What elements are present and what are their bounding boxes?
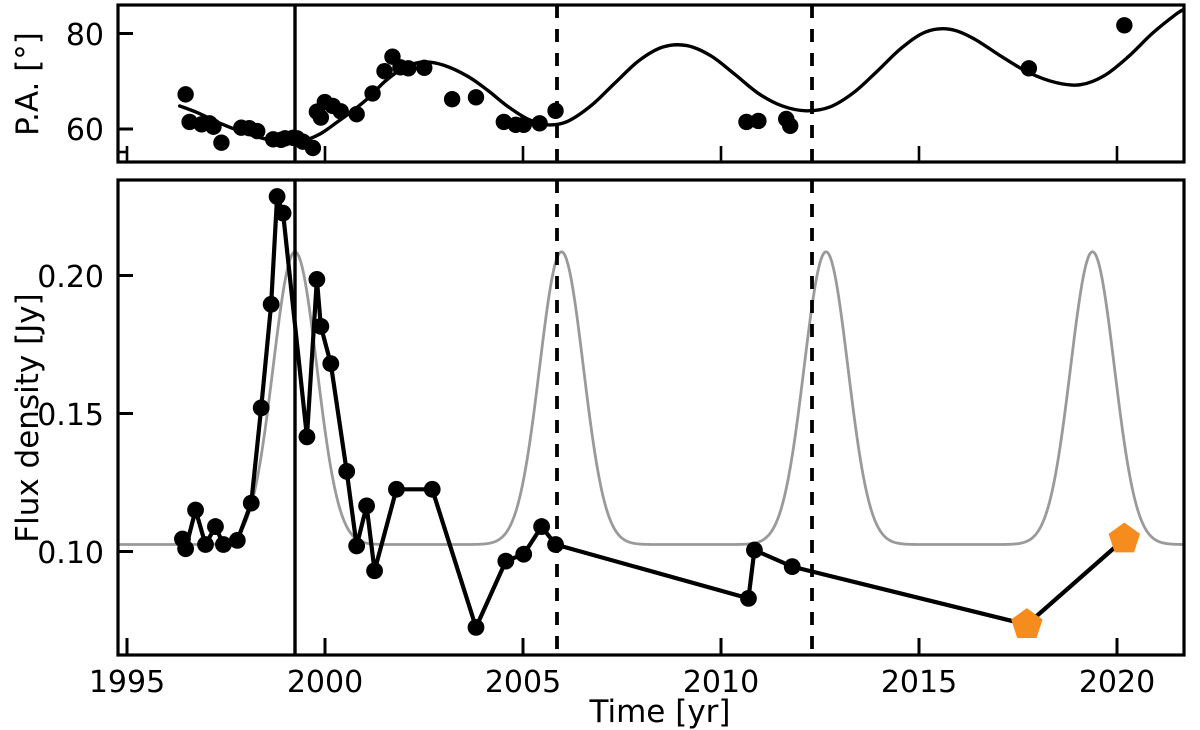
xtick-label-2000: 2000 bbox=[287, 665, 363, 700]
ytick-label-60: 60 bbox=[66, 113, 104, 148]
flux-data-points bbox=[174, 188, 801, 636]
pa-point bbox=[750, 113, 766, 129]
pa-point bbox=[305, 140, 321, 156]
flux-point bbox=[229, 532, 246, 549]
flux-point bbox=[322, 355, 339, 372]
flux-point bbox=[187, 502, 204, 519]
xtick-label-2005: 2005 bbox=[485, 665, 561, 700]
flux-point bbox=[424, 481, 441, 498]
pa-point bbox=[333, 103, 349, 119]
pa-point bbox=[177, 86, 193, 102]
flux-point bbox=[533, 518, 550, 535]
pa-point bbox=[1116, 17, 1132, 33]
pa-point bbox=[516, 117, 532, 133]
pa-fit-curve bbox=[180, 9, 1184, 142]
flux-point bbox=[269, 188, 286, 205]
flux-point bbox=[308, 271, 325, 288]
pa-point bbox=[364, 85, 380, 101]
bottom-panel-content bbox=[118, 180, 1184, 655]
flux-point bbox=[243, 495, 260, 512]
figure-root: 80 60 P.A. [°] bbox=[0, 0, 1200, 730]
flux-point bbox=[746, 542, 763, 559]
flux-point bbox=[468, 619, 485, 636]
pa-point bbox=[468, 89, 484, 105]
pa-point bbox=[376, 63, 392, 79]
pa-point bbox=[400, 60, 416, 76]
pa-point bbox=[249, 123, 265, 139]
flux-point bbox=[177, 540, 194, 557]
xaxis-label: Time [yr] bbox=[589, 694, 731, 730]
flux-model-curve bbox=[118, 252, 1184, 545]
pa-point bbox=[531, 115, 547, 131]
pa-point bbox=[444, 91, 460, 107]
pa-point bbox=[348, 106, 364, 122]
pa-point bbox=[313, 109, 329, 125]
flux-point bbox=[348, 538, 365, 555]
flux-point bbox=[358, 497, 375, 514]
flux-point bbox=[515, 546, 532, 563]
flux-point bbox=[253, 399, 270, 416]
flux-point bbox=[366, 562, 383, 579]
bottom-panel: 0.20 0.15 0.10 1995 2000 2005 2010 2015 … bbox=[10, 180, 1184, 730]
flux-point bbox=[197, 536, 214, 553]
pa-point bbox=[213, 134, 229, 150]
xtick-label-2015: 2015 bbox=[881, 665, 957, 700]
pa-point bbox=[1021, 60, 1037, 76]
top-panel-ylabel: P.A. [°] bbox=[10, 32, 46, 136]
flux-point bbox=[338, 463, 355, 480]
flux-point bbox=[312, 318, 329, 335]
chart-figure: 80 60 P.A. [°] bbox=[0, 0, 1200, 730]
top-panel-content bbox=[177, 5, 1184, 162]
flux-highlight-pentagon bbox=[1109, 523, 1140, 553]
flux-point bbox=[275, 205, 292, 222]
flux-point bbox=[263, 296, 280, 313]
bottom-panel-ylabel: Flux density [Jy] bbox=[10, 293, 46, 542]
ytick-label-015: 0.15 bbox=[37, 398, 104, 433]
bottom-panel-yticks bbox=[118, 276, 133, 552]
top-panel: 80 60 P.A. [°] bbox=[10, 5, 1184, 162]
flux-point bbox=[207, 518, 224, 535]
flux-point bbox=[388, 481, 405, 498]
pa-point bbox=[782, 118, 798, 134]
flux-point bbox=[547, 536, 564, 553]
xtick-label-1995: 1995 bbox=[89, 665, 165, 700]
flux-point bbox=[299, 428, 316, 445]
ytick-label-010: 0.10 bbox=[37, 536, 104, 571]
bottom-panel-frame bbox=[118, 180, 1184, 655]
xtick-label-2020: 2020 bbox=[1079, 665, 1155, 700]
ytick-label-020: 0.20 bbox=[37, 260, 104, 295]
top-panel-xticks bbox=[127, 146, 1117, 162]
flux-point bbox=[497, 553, 514, 570]
top-panel-yticks bbox=[118, 34, 133, 153]
pa-point bbox=[205, 119, 221, 135]
flux-point bbox=[784, 558, 801, 575]
pa-point bbox=[416, 60, 432, 76]
bottom-panel-xticks bbox=[127, 638, 1117, 655]
ytick-label-80: 80 bbox=[66, 18, 104, 53]
flux-point bbox=[740, 590, 757, 607]
